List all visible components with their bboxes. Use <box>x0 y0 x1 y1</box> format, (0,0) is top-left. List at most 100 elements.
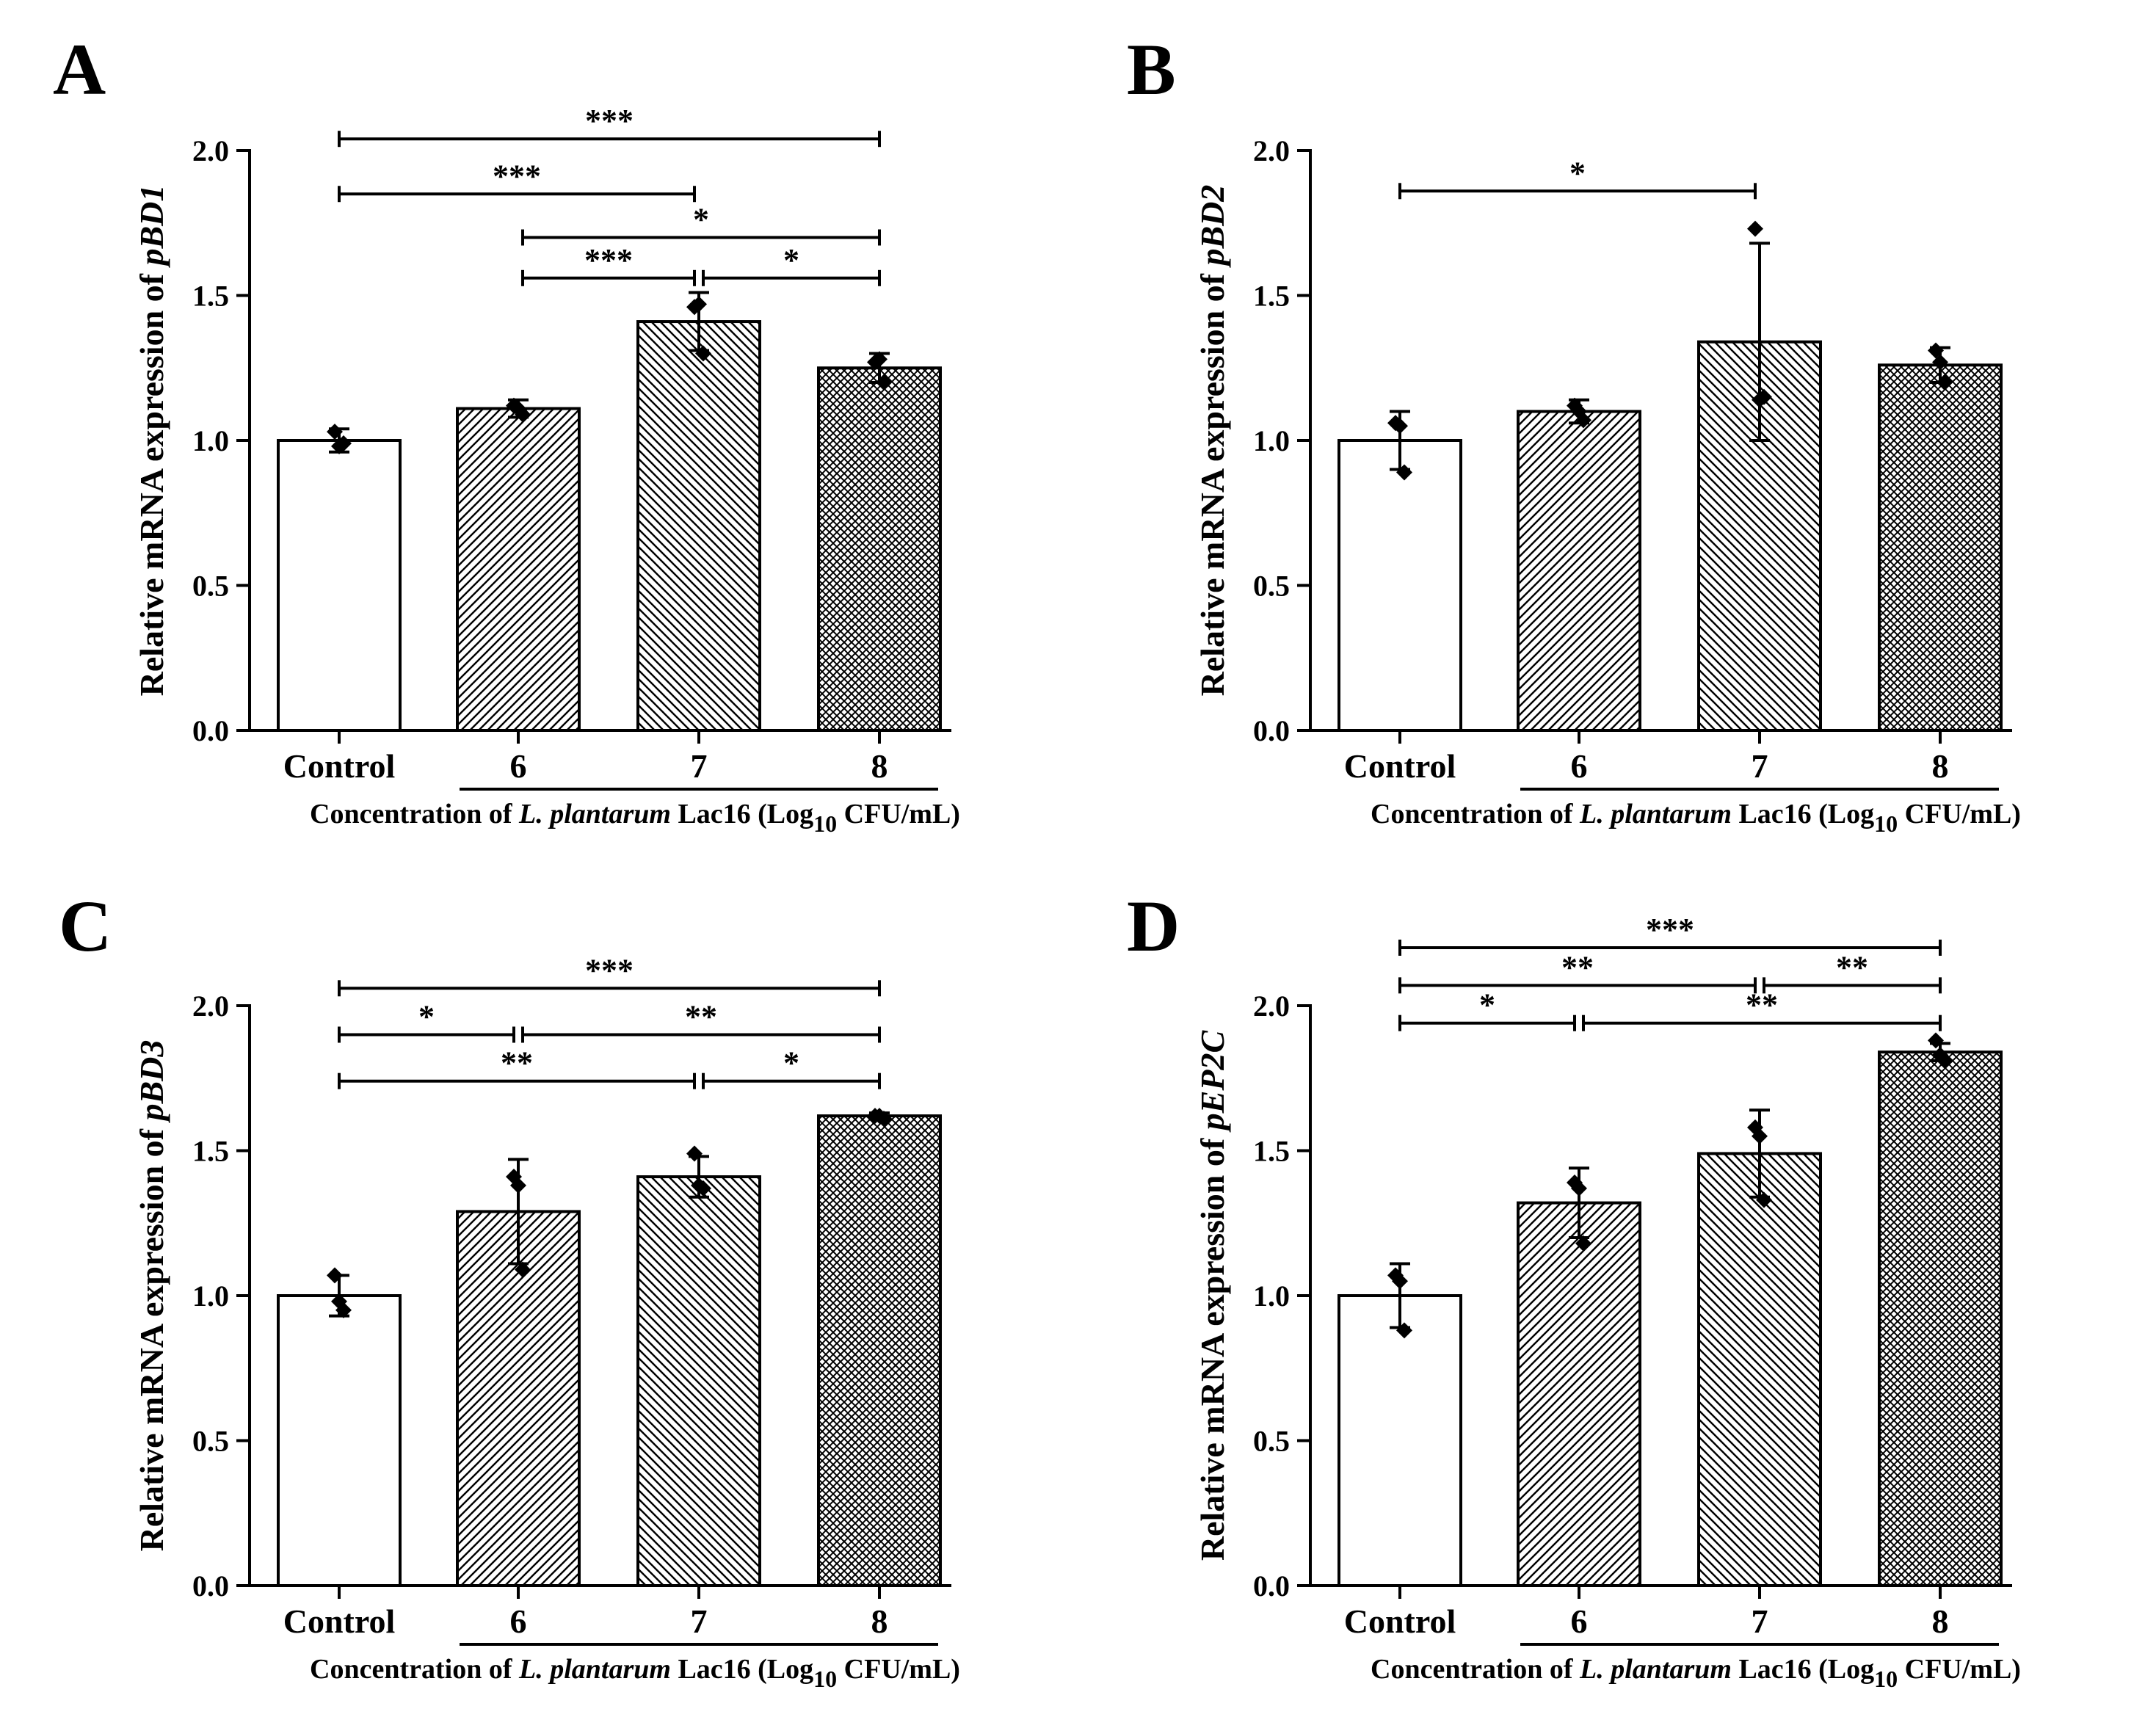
data-point <box>1571 1180 1587 1197</box>
data-point <box>686 1145 703 1162</box>
significance-label: ** <box>1746 987 1778 1023</box>
x-axis-label-subscript: 10 <box>1874 1666 1898 1692</box>
x-axis-label: Concentration of L. plantarum Lac16 (Log… <box>1371 1654 2021 1692</box>
x-axis-label-subscript: 10 <box>813 810 837 837</box>
y-axis-label-prefix: Relative mRNA expression of <box>133 266 170 697</box>
significance-label: ** <box>1561 949 1594 985</box>
bar <box>1337 1294 1462 1587</box>
data-point <box>1575 412 1591 429</box>
x-axis-label-part: Lac16 (Log <box>671 799 813 830</box>
data-point <box>695 345 711 362</box>
y-tick-label: 1.0 <box>1253 1279 1290 1313</box>
y-tick-label: 2.0 <box>1253 990 1290 1023</box>
x-axis-label-subscript: 10 <box>1874 810 1898 837</box>
significance-label: *** <box>585 103 634 139</box>
bar <box>636 1175 761 1587</box>
y-tick-label: 1.5 <box>1253 1135 1290 1168</box>
x-axis-label-species: L. plantarum <box>518 799 671 830</box>
significance-label: * <box>1479 987 1495 1023</box>
data-point <box>1752 1128 1768 1144</box>
bar <box>1517 410 1641 732</box>
data-point <box>871 1108 888 1125</box>
significance-label: *** <box>585 952 634 988</box>
x-tick-label: 8 <box>1932 1602 1949 1640</box>
y-tick-label: 0.5 <box>1253 570 1290 603</box>
x-axis-label: Concentration of L. plantarum Lac16 (Log… <box>1371 799 2021 837</box>
data-point <box>327 1267 343 1284</box>
data-point <box>510 1177 526 1194</box>
x-axis-label-part: Concentration of <box>1371 799 1580 830</box>
data-point <box>1756 1191 1772 1208</box>
x-axis-label-part: Concentration of <box>310 1654 519 1685</box>
data-point <box>510 400 526 417</box>
data-point <box>331 1293 347 1310</box>
x-tick-label: 7 <box>691 1602 708 1640</box>
data-point <box>327 424 343 440</box>
y-tick-label: 0.0 <box>1253 1569 1290 1602</box>
significance-label: *** <box>493 158 541 194</box>
y-tick-label: 2.0 <box>192 990 229 1023</box>
x-tick-label: Control <box>283 747 396 785</box>
y-tick-label: 0.5 <box>192 1425 229 1458</box>
y-tick-label: 0.5 <box>1253 1425 1290 1458</box>
data-point <box>1752 391 1768 408</box>
y-axis-label: Relative mRNA expression of pBD3 <box>133 1040 170 1552</box>
bar <box>817 1114 942 1587</box>
bar <box>1337 439 1462 732</box>
y-tick-label: 1.5 <box>192 1135 229 1168</box>
data-point <box>1575 1235 1591 1252</box>
x-axis-label-part: Concentration of <box>310 799 519 830</box>
data-point <box>1396 1322 1412 1339</box>
y-axis-label-gene: pEP2C <box>1194 1030 1231 1133</box>
x-axis-label-part: CFU/mL) <box>837 1654 960 1685</box>
x-axis-label-part: Lac16 (Log <box>1732 799 1874 830</box>
y-tick-label: 2.0 <box>192 134 229 167</box>
bar <box>277 439 402 732</box>
data-point <box>506 1169 522 1186</box>
panel-letter: A <box>53 29 106 110</box>
x-tick-label: 8 <box>871 1602 888 1640</box>
data-point <box>1396 464 1412 481</box>
x-tick-label: 6 <box>1571 747 1588 785</box>
y-axis-label-gene: pBD1 <box>133 185 170 269</box>
y-tick-label: 0.0 <box>192 1569 229 1602</box>
significance-label: * <box>418 999 435 1035</box>
x-axis-label-part: CFU/mL) <box>837 799 960 830</box>
x-tick-label: 7 <box>1752 747 1768 785</box>
x-tick-label: 8 <box>1932 747 1949 785</box>
data-point <box>1392 1273 1408 1290</box>
x-tick-label: Control <box>283 1602 396 1640</box>
data-point <box>691 296 707 313</box>
y-axis-label-prefix: Relative mRNA expression of <box>1194 1130 1231 1561</box>
y-axis-label: Relative mRNA expression of pBD2 <box>1194 185 1231 697</box>
y-tick-label: 0.5 <box>192 570 229 603</box>
y-tick-label: 2.0 <box>1253 134 1290 167</box>
significance-label: ** <box>685 999 717 1035</box>
bar <box>636 320 761 732</box>
y-axis-label-prefix: Relative mRNA expression of <box>133 1121 170 1552</box>
data-point <box>515 1261 531 1278</box>
significance-label: ** <box>1836 949 1868 985</box>
x-tick-label: Control <box>1344 1602 1456 1640</box>
y-axis-label-gene: pBD3 <box>133 1040 170 1124</box>
y-tick-label: 1.5 <box>192 280 229 313</box>
significance-label: * <box>693 202 709 238</box>
panel-letter: B <box>1127 29 1176 110</box>
x-tick-label: 6 <box>510 1602 527 1640</box>
y-tick-label: 1.5 <box>1253 280 1290 313</box>
bar <box>456 1210 581 1587</box>
x-axis-label-part: Concentration of <box>1371 1654 1580 1685</box>
x-axis-label: Concentration of L. plantarum Lac16 (Log… <box>310 1654 960 1692</box>
x-axis-label-species: L. plantarum <box>1579 799 1732 830</box>
bar <box>1697 1152 1822 1587</box>
y-axis-label: Relative mRNA expression of pBD1 <box>133 185 170 697</box>
y-axis-label-prefix: Relative mRNA expression of <box>1194 266 1231 697</box>
significance-label: * <box>783 242 799 278</box>
x-axis-label-subscript: 10 <box>813 1666 837 1692</box>
x-tick-label: 6 <box>510 747 527 785</box>
data-point <box>1571 403 1587 420</box>
significance-label: * <box>783 1045 799 1081</box>
significance-label: ** <box>501 1045 533 1081</box>
